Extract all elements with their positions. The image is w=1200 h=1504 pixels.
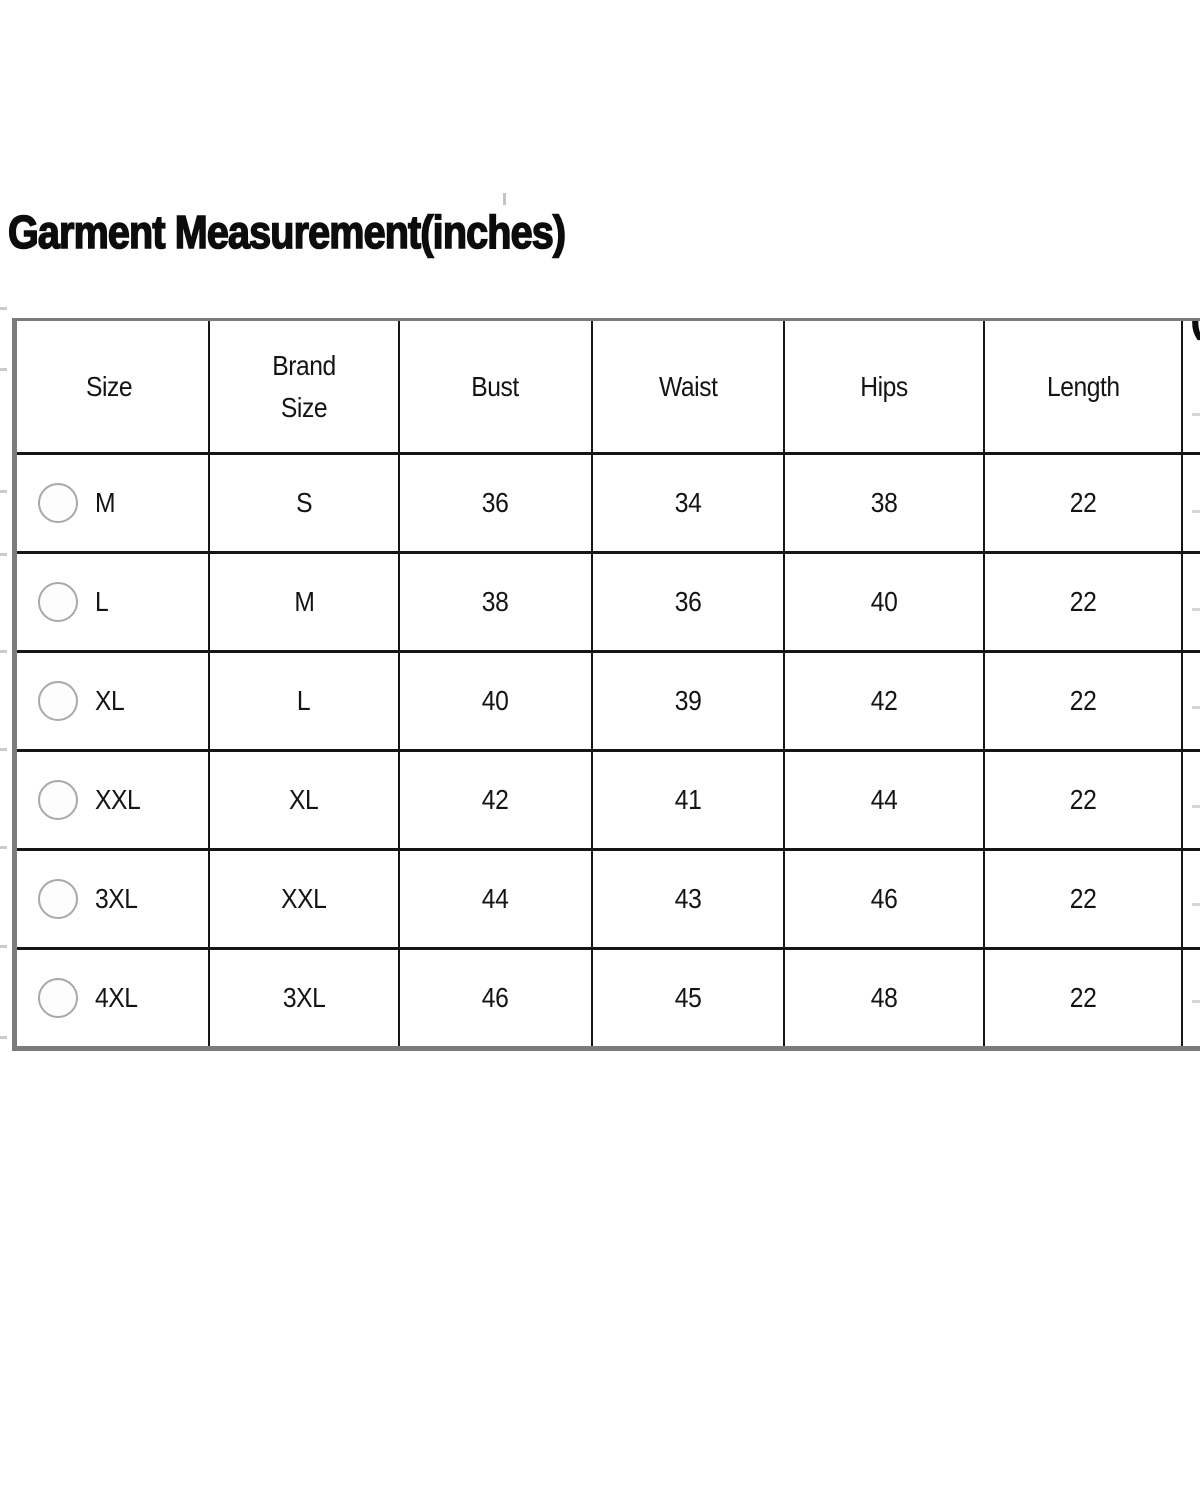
crop-artifact <box>1192 903 1200 906</box>
size-radio-3xl[interactable] <box>38 879 78 919</box>
cropped-next-column-cell <box>1183 950 1200 1046</box>
column-header-waist: Waist <box>593 321 785 455</box>
size-radio-l[interactable] <box>38 582 78 622</box>
cropped-text-fragment: ( <box>1190 321 1200 338</box>
crop-artifact <box>1192 805 1200 808</box>
table-row-size-cell: L <box>17 554 210 653</box>
hips-cell: 40 <box>785 554 985 653</box>
crop-artifact <box>1192 608 1200 611</box>
brand-size-cell: L <box>210 653 400 752</box>
column-header-size: Size <box>17 321 210 455</box>
bust-cell: 38 <box>400 554 593 653</box>
crop-artifact <box>0 1036 7 1039</box>
waist-cell: 43 <box>593 851 785 950</box>
table-row-size-cell: 4XL <box>17 950 210 1046</box>
brand-size-cell: M <box>210 554 400 653</box>
cropped-next-column-header: ( <box>1183 321 1200 455</box>
brand-size-cell: XL <box>210 752 400 851</box>
cropped-next-column-cell <box>1183 653 1200 752</box>
brand-size-cell: XXL <box>210 851 400 950</box>
garment-measurement-table: Size Brand Size Bust Waist Hips Length (… <box>12 318 1200 1051</box>
crop-artifact <box>0 650 7 653</box>
table-row-size-cell: XXL <box>17 752 210 851</box>
bust-cell: 44 <box>400 851 593 950</box>
length-cell: 22 <box>985 851 1183 950</box>
crop-artifact <box>0 748 7 751</box>
waist-cell: 36 <box>593 554 785 653</box>
column-header-bust: Bust <box>400 321 593 455</box>
hips-cell: 42 <box>785 653 985 752</box>
crop-artifact <box>0 553 7 556</box>
hips-cell: 46 <box>785 851 985 950</box>
brand-size-cell: 3XL <box>210 950 400 1046</box>
waist-cell: 45 <box>593 950 785 1046</box>
waist-cell: 41 <box>593 752 785 851</box>
brand-size-cell: S <box>210 455 400 554</box>
cropped-next-column-cell <box>1183 752 1200 851</box>
crop-artifact <box>1192 510 1200 513</box>
cropped-next-column-cell <box>1183 554 1200 653</box>
size-radio-4xl[interactable] <box>38 978 78 1018</box>
crop-artifact <box>0 490 7 493</box>
bust-cell: 42 <box>400 752 593 851</box>
crop-artifact <box>503 193 506 205</box>
hips-cell: 44 <box>785 752 985 851</box>
cropped-next-column-cell <box>1183 455 1200 554</box>
length-cell: 22 <box>985 752 1183 851</box>
size-radio-m[interactable] <box>38 483 78 523</box>
crop-artifact <box>0 307 7 310</box>
crop-artifact <box>0 368 7 371</box>
crop-artifact <box>1192 413 1200 416</box>
bust-cell: 36 <box>400 455 593 554</box>
column-header-hips: Hips <box>785 321 985 455</box>
table-row-size-cell: XL <box>17 653 210 752</box>
crop-artifact <box>1192 1000 1200 1003</box>
page-title: Garment Measurement(inches) <box>7 205 566 259</box>
table-row-size-cell: 3XL <box>17 851 210 950</box>
bust-cell: 40 <box>400 653 593 752</box>
length-cell: 22 <box>985 455 1183 554</box>
length-cell: 22 <box>985 653 1183 752</box>
table-row-size-cell: M <box>17 455 210 554</box>
length-cell: 22 <box>985 950 1183 1046</box>
crop-artifact <box>0 846 7 849</box>
hips-cell: 38 <box>785 455 985 554</box>
hips-cell: 48 <box>785 950 985 1046</box>
bust-cell: 46 <box>400 950 593 1046</box>
crop-artifact <box>0 945 7 948</box>
waist-cell: 34 <box>593 455 785 554</box>
size-radio-xl[interactable] <box>38 681 78 721</box>
column-header-brand-size: Brand Size <box>210 321 400 455</box>
cropped-next-column-cell <box>1183 851 1200 950</box>
waist-cell: 39 <box>593 653 785 752</box>
column-header-length: Length <box>985 321 1183 455</box>
crop-artifact <box>1192 706 1200 709</box>
size-radio-xxl[interactable] <box>38 780 78 820</box>
length-cell: 22 <box>985 554 1183 653</box>
